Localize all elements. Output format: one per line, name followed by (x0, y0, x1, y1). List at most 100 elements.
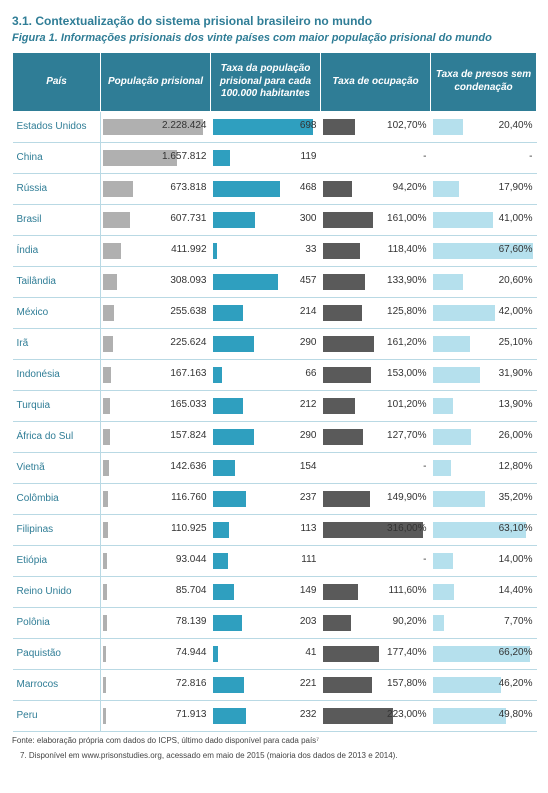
bar (433, 708, 507, 724)
bar (213, 460, 235, 476)
table-row: México255.638214125,80%42,00% (13, 297, 537, 328)
bar (213, 398, 243, 414)
population-cell: 1.657.812 (101, 142, 211, 173)
table-row: Polônia78.13920390,20%7,70% (13, 607, 537, 638)
occupation-cell: 94,20% (321, 173, 431, 204)
country-cell: Etiópia (13, 545, 101, 576)
value-label: 33 (305, 244, 316, 255)
population-cell: 167.163 (101, 359, 211, 390)
prison-table: País População prisional Taxa da populaç… (12, 52, 537, 732)
bar (213, 305, 244, 321)
value-label: 119 (301, 151, 317, 162)
value-label: - (423, 461, 426, 472)
value-label: 212 (300, 399, 317, 410)
value-label: 149,90% (387, 492, 426, 503)
table-row: Paquistão74.94441177,40%66,20% (13, 638, 537, 669)
occupation-cell: 102,70% (321, 111, 431, 142)
bar (213, 584, 234, 600)
table-row: Indonésia167.16366153,00%31,90% (13, 359, 537, 390)
occupation-cell: 118,40% (321, 235, 431, 266)
country-cell: Vietnã (13, 452, 101, 483)
bar (433, 119, 463, 135)
bar (103, 646, 106, 662)
unconvicted-cell: 66,20% (431, 638, 537, 669)
table-row: Peru71.913232223,00%49,80% (13, 700, 537, 731)
unconvicted-cell: 17,90% (431, 173, 537, 204)
bar (213, 150, 230, 166)
rate-cell: 41 (211, 638, 321, 669)
bar (323, 367, 371, 383)
value-label: 177,40% (387, 647, 426, 658)
bar (213, 336, 255, 352)
value-label: 225.624 (170, 337, 206, 348)
bar (103, 460, 109, 476)
value-label: 457 (300, 275, 317, 286)
population-cell: 165.033 (101, 390, 211, 421)
country-cell: Estados Unidos (13, 111, 101, 142)
unconvicted-cell: 46,20% (431, 669, 537, 700)
value-label: 232 (300, 709, 317, 720)
value-label: 237 (300, 492, 317, 503)
bar (323, 677, 373, 693)
unconvicted-cell: 14,40% (431, 576, 537, 607)
bar (103, 336, 113, 352)
value-label: 2.228.424 (162, 120, 207, 131)
bar (103, 584, 107, 600)
bar (103, 274, 117, 290)
rate-cell: 237 (211, 483, 321, 514)
bar (323, 181, 353, 197)
bar (103, 553, 107, 569)
value-label: 26,00% (499, 430, 533, 441)
table-row: África do Sul157.824290127,70%26,00% (13, 421, 537, 452)
bar (103, 708, 106, 724)
value-label: 113 (301, 523, 317, 534)
rate-cell: 111 (211, 545, 321, 576)
unconvicted-cell: 42,00% (431, 297, 537, 328)
occupation-cell: 133,90% (321, 266, 431, 297)
bar (213, 491, 247, 507)
value-label: 308.093 (170, 275, 206, 286)
population-cell: 78.139 (101, 607, 211, 638)
population-cell: 308.093 (101, 266, 211, 297)
value-label: 127,70% (387, 430, 426, 441)
bar (433, 212, 494, 228)
table-row: Vietnã142.636154-12,80% (13, 452, 537, 483)
bar (323, 429, 363, 445)
value-label: 290 (300, 337, 317, 348)
rate-cell: 66 (211, 359, 321, 390)
bar (103, 398, 110, 414)
value-label: 149 (300, 585, 317, 596)
value-label: 63,10% (499, 523, 533, 534)
value-label: 157.824 (170, 430, 206, 441)
value-label: 93.044 (176, 554, 207, 565)
table-row: Marrocos72.816221157,80%46,20% (13, 669, 537, 700)
unconvicted-cell: 25,10% (431, 328, 537, 359)
value-label: 31,90% (499, 368, 533, 379)
unconvicted-cell: 12,80% (431, 452, 537, 483)
table-row: Turquia165.033212101,20%13,90% (13, 390, 537, 421)
unconvicted-cell: 41,00% (431, 204, 537, 235)
bar (103, 181, 133, 197)
value-label: 161,20% (387, 337, 426, 348)
value-label: 42,00% (499, 306, 533, 317)
rate-cell: 232 (211, 700, 321, 731)
rate-cell: 457 (211, 266, 321, 297)
population-cell: 110.925 (101, 514, 211, 545)
value-label: 71.913 (176, 709, 207, 720)
bar (323, 584, 358, 600)
rate-cell: 698 (211, 111, 321, 142)
population-cell: 72.816 (101, 669, 211, 700)
bar (323, 491, 370, 507)
rate-cell: 290 (211, 328, 321, 359)
bar (213, 429, 255, 445)
occupation-cell: 149,90% (321, 483, 431, 514)
country-cell: Turquia (13, 390, 101, 421)
occupation-cell: 127,70% (321, 421, 431, 452)
country-cell: Polônia (13, 607, 101, 638)
bar (103, 305, 114, 321)
bar (323, 646, 379, 662)
bar (433, 491, 485, 507)
bar (213, 708, 246, 724)
unconvicted-cell: 63,10% (431, 514, 537, 545)
population-cell: 74.944 (101, 638, 211, 669)
